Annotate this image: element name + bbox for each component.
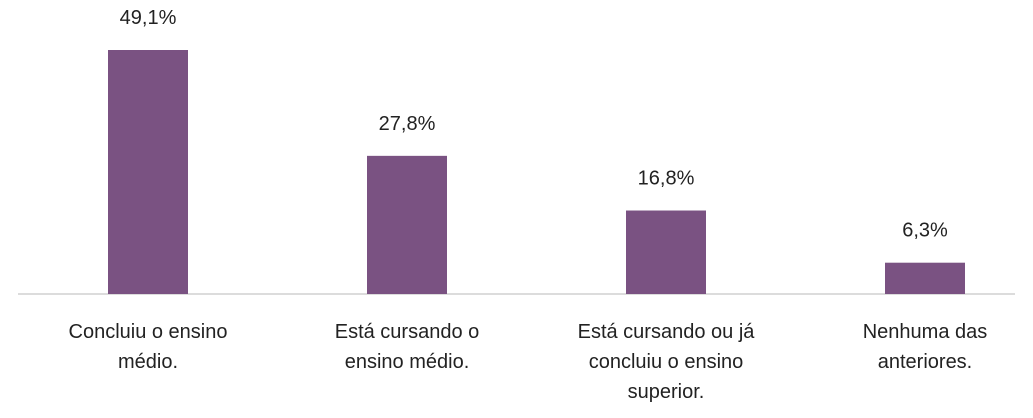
data-label: 49,1% <box>120 7 177 29</box>
data-label: 6,3% <box>902 220 948 242</box>
x-tick-label: Nenhuma das anteriores. <box>862 321 988 373</box>
x-tick-label: Está cursando ou já concluiu o ensino su… <box>577 321 755 403</box>
data-label: 16,8% <box>638 168 695 190</box>
bar <box>108 50 188 294</box>
x-tick-label: Concluiu o ensino médio. <box>68 321 228 373</box>
bar <box>885 262 965 294</box>
bar <box>626 210 706 294</box>
data-label: 27,8% <box>379 113 436 135</box>
x-tick-label: Está cursando o ensino médio. <box>334 321 480 373</box>
bar <box>367 155 447 294</box>
